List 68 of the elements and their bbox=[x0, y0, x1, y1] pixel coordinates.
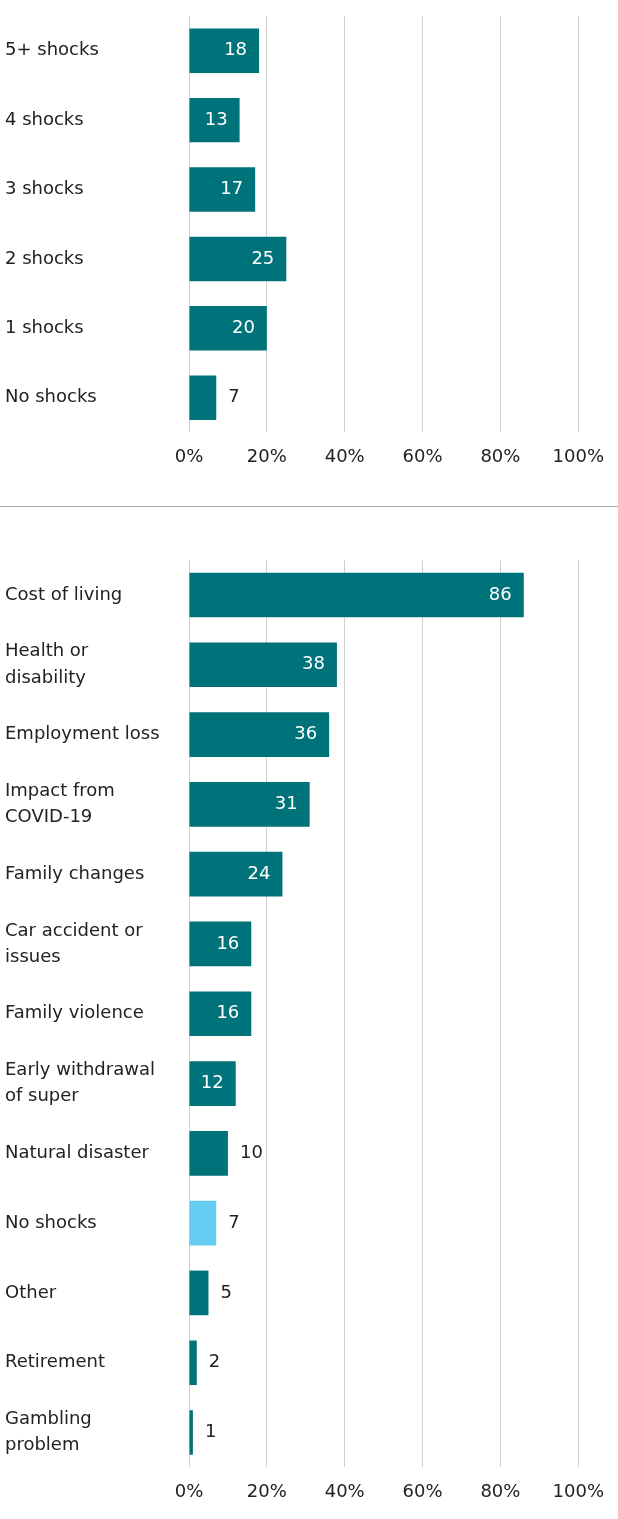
y-tick-label: 2 shocks bbox=[5, 246, 84, 268]
data-label: 7 bbox=[228, 385, 240, 407]
bar bbox=[189, 921, 252, 967]
x-tick-label: 80% bbox=[480, 444, 521, 466]
data-label: 5 bbox=[220, 1280, 232, 1302]
x-tick-label: 0% bbox=[174, 1479, 204, 1501]
data-label: 36 bbox=[294, 722, 318, 744]
data-label: 25 bbox=[251, 246, 275, 268]
y-tick-label: 3 shocks bbox=[5, 177, 84, 199]
bar bbox=[189, 1270, 209, 1316]
data-label: 24 bbox=[247, 861, 271, 883]
data-label: 20 bbox=[231, 315, 255, 337]
y-tick-label: 5+ shocks bbox=[5, 38, 99, 60]
y-tick-label: Gambling problem bbox=[5, 1407, 92, 1455]
data-label: 18 bbox=[224, 38, 248, 60]
data-label: 12 bbox=[200, 1071, 224, 1093]
data-label: 7 bbox=[228, 1210, 240, 1232]
data-label: 2 bbox=[208, 1350, 221, 1372]
bar bbox=[189, 167, 256, 212]
y-tick-label: Early withdrawal of super bbox=[5, 1058, 155, 1106]
x-tick-label: 20% bbox=[246, 1479, 287, 1501]
data-label: 13 bbox=[204, 107, 228, 129]
y-tick-label: Employment loss bbox=[5, 722, 160, 744]
x-tick-label: 60% bbox=[402, 444, 443, 466]
bar bbox=[189, 642, 337, 688]
y-tick-label: Car accident or issues bbox=[5, 918, 144, 966]
y-tick-label: Retirement bbox=[5, 1350, 105, 1372]
bar bbox=[189, 712, 330, 757]
data-label: 10 bbox=[239, 1141, 263, 1163]
y-tick-label: No shocks bbox=[5, 385, 97, 407]
y-tick-label: Natural disaster bbox=[5, 1141, 150, 1163]
bar bbox=[189, 572, 524, 618]
bar bbox=[189, 306, 267, 351]
bar bbox=[189, 851, 283, 897]
data-label: 38 bbox=[302, 652, 325, 674]
y-tick-label: No shocks bbox=[5, 1210, 97, 1232]
x-tick-label: 100% bbox=[552, 444, 604, 466]
bar bbox=[189, 1131, 228, 1176]
data-label: 86 bbox=[488, 582, 512, 604]
bar bbox=[189, 1061, 236, 1106]
bar bbox=[189, 28, 260, 73]
y-tick-label: 4 shocks bbox=[5, 107, 84, 129]
data-label: 31 bbox=[274, 792, 298, 814]
x-tick-label: 100% bbox=[552, 1479, 604, 1501]
y-tick-label: Health or disability bbox=[5, 639, 89, 687]
y-tick-label: Family violence bbox=[5, 1001, 144, 1023]
x-tick-label: 40% bbox=[324, 1479, 365, 1501]
x-tick-label: 80% bbox=[480, 1479, 521, 1501]
x-tick-label: 40% bbox=[324, 444, 365, 466]
bar bbox=[189, 1200, 217, 1246]
y-tick-label: Cost of living bbox=[5, 582, 123, 604]
y-tick-label: Other bbox=[5, 1280, 57, 1302]
bar bbox=[189, 236, 287, 282]
data-label: 16 bbox=[216, 931, 240, 953]
bar bbox=[189, 97, 240, 143]
bar bbox=[189, 991, 252, 1037]
x-tick-label: 0% bbox=[174, 444, 204, 466]
bar bbox=[189, 1340, 197, 1386]
data-label: 16 bbox=[216, 1001, 240, 1023]
bar bbox=[189, 375, 217, 420]
y-tick-label: Impact from COVID-19 bbox=[5, 778, 115, 827]
y-tick-label: Family changes bbox=[5, 861, 145, 883]
x-tick-label: 60% bbox=[402, 1479, 443, 1501]
y-tick-label: 1 shocks bbox=[5, 315, 84, 337]
data-label: 1 bbox=[204, 1420, 217, 1442]
data-label: 17 bbox=[220, 177, 244, 199]
bar bbox=[189, 782, 310, 827]
x-tick-label: 20% bbox=[246, 444, 287, 466]
